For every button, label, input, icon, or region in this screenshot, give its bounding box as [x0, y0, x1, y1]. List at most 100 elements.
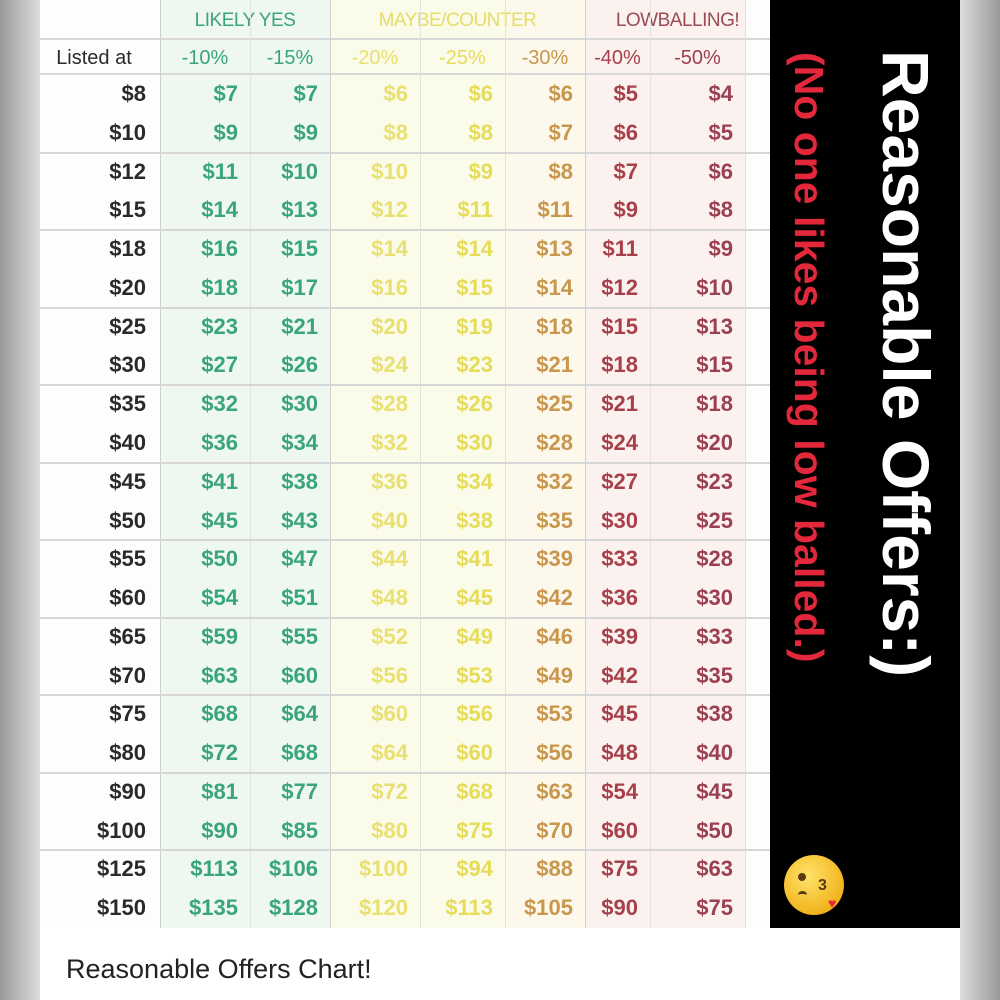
offer-cell: $26	[281, 352, 318, 378]
offer-cell: $41	[456, 546, 493, 572]
offer-cell: $45	[456, 585, 493, 611]
offer-cell: $16	[201, 236, 238, 262]
offer-cell: $85	[281, 817, 318, 843]
listed-price-cell: $8	[121, 81, 146, 106]
offer-cell: $8	[548, 158, 573, 184]
offer-cell: $54	[601, 778, 638, 804]
offer-cell: $18	[536, 313, 573, 339]
offer-cell: $34	[281, 429, 318, 455]
offer-cell: $25	[696, 507, 733, 533]
offer-cell: $12	[371, 197, 408, 223]
offer-cell: $40	[696, 740, 733, 766]
offer-cell: $90	[601, 895, 638, 921]
offer-cell: $80	[371, 817, 408, 843]
row-divider	[40, 849, 770, 852]
offer-cell: $9	[613, 197, 638, 223]
offer-cell: $68	[201, 701, 238, 727]
offer-cell: $51	[281, 585, 318, 611]
row-divider	[40, 461, 770, 464]
offer-cell: $5	[613, 81, 638, 106]
offer-cell: $88	[536, 856, 573, 882]
listed-price-cell: $40	[109, 429, 146, 455]
offer-cell: $9	[293, 119, 318, 145]
offer-cell: $54	[201, 585, 238, 611]
offer-cell: $16	[371, 274, 408, 300]
offer-cell: $28	[536, 429, 573, 455]
listed-price-cell: $65	[109, 623, 146, 649]
offer-cell: $50	[201, 546, 238, 572]
offer-cell: $32	[371, 429, 408, 455]
listed-price-cell: $55	[109, 546, 146, 572]
column-header: -30%	[521, 47, 569, 69]
offer-cell: $13	[281, 197, 318, 223]
offer-cell: $18	[201, 274, 238, 300]
offer-cell: $6	[708, 158, 733, 184]
group-header: LIKELY YES	[194, 10, 296, 31]
offer-cell: $90	[201, 817, 238, 843]
offer-cell: $19	[456, 313, 493, 339]
offer-cell: $33	[696, 623, 733, 649]
offer-cell: $49	[536, 662, 573, 688]
offers-table: LIKELY YES MAYBE/COUNTER LOWBALLING! Listed…	[40, 0, 770, 928]
column-header: Listed at	[56, 47, 132, 69]
column-divider	[160, 0, 161, 928]
offer-cell: $26	[456, 391, 493, 417]
row-divider	[40, 771, 770, 774]
offer-cell: $12	[601, 274, 638, 300]
offer-cell: $77	[281, 778, 318, 804]
offer-cell: $106	[269, 856, 318, 882]
offer-cell: $21	[601, 391, 638, 417]
panel-subtitle: (No one likes being low balled.)	[786, 52, 832, 663]
column-divider	[505, 0, 506, 928]
listed-price-cell: $35	[109, 391, 146, 417]
offer-cell: $30	[456, 429, 493, 455]
offer-cell: $28	[696, 546, 733, 572]
offer-cell: $100	[359, 856, 408, 882]
offer-cell: $33	[601, 546, 638, 572]
offer-cell: $56	[456, 701, 493, 727]
row-divider	[40, 616, 770, 619]
offer-cell: $56	[371, 662, 408, 688]
offer-cell: $64	[371, 740, 408, 766]
offer-cell: $60	[456, 740, 493, 766]
listed-price-cell: $70	[109, 662, 146, 688]
group-header: LOWBALLING!	[615, 10, 740, 31]
offer-cell: $135	[189, 895, 238, 921]
column-divider	[250, 0, 251, 928]
listed-price-cell: $45	[109, 468, 146, 494]
offer-cell: $38	[696, 701, 733, 727]
offer-cell: $7	[213, 81, 238, 106]
offer-cell: $23	[456, 352, 493, 378]
listed-price-cell: $50	[109, 507, 146, 533]
offer-cell: $11	[537, 197, 574, 223]
listed-price-cell: $150	[97, 895, 146, 921]
offer-cell: $23	[696, 468, 733, 494]
offer-cell: $63	[696, 856, 733, 882]
offer-cell: $72	[371, 778, 408, 804]
row-divider	[40, 694, 770, 697]
offer-cell: $10	[281, 158, 318, 184]
offer-cell: $56	[536, 740, 573, 766]
side-panel: Reasonable Offers:) (No one likes being …	[770, 0, 960, 928]
offer-cell: $32	[201, 391, 238, 417]
offer-cell: $7	[613, 158, 638, 184]
offer-cell: $36	[601, 585, 638, 611]
offer-cell: $9	[213, 119, 238, 145]
offer-cell: $6	[468, 81, 493, 106]
offer-cell: $128	[269, 895, 318, 921]
caption-text: Reasonable Offers Chart!	[66, 954, 372, 984]
offer-cell: $68	[281, 740, 318, 766]
offer-cell: $45	[601, 701, 638, 727]
column-header: -25%	[439, 47, 486, 69]
column-divider	[420, 0, 421, 928]
offer-cell: $6	[613, 119, 638, 145]
listed-price-cell: $30	[109, 352, 146, 378]
row-divider	[40, 539, 770, 542]
row-divider	[40, 384, 770, 387]
offer-cell: $5	[708, 119, 733, 145]
offer-cell: $6	[383, 81, 408, 106]
offer-cell: $68	[456, 778, 493, 804]
listed-price-cell: $18	[109, 236, 146, 262]
offer-cell: $63	[201, 662, 238, 688]
caption-bar: Reasonable Offers Chart!	[40, 928, 960, 1000]
